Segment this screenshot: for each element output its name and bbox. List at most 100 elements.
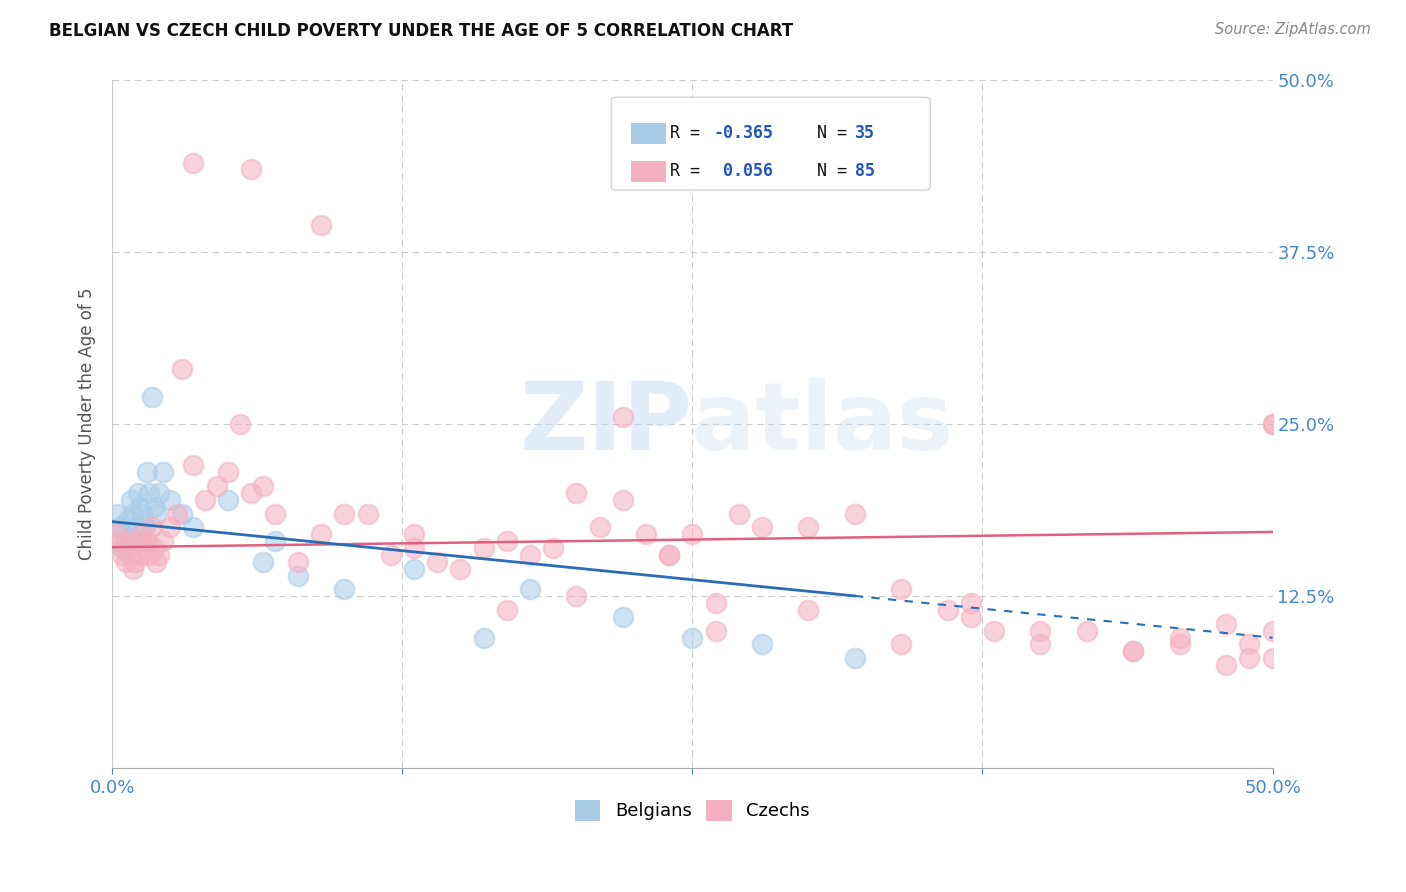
Point [844, 651, 866, 665]
Point [565, 589, 588, 603]
Point [108, 534, 131, 549]
Point [136, 534, 159, 549]
Point [240, 162, 263, 177]
Point [141, 520, 163, 534]
Point [152, 465, 174, 479]
Point [287, 555, 309, 569]
Point [936, 603, 959, 617]
Point [612, 492, 634, 507]
Point [138, 486, 160, 500]
Point [681, 527, 703, 541]
Point [120, 492, 142, 507]
Point [217, 465, 239, 479]
Bar [631, 123, 665, 144]
Point [1029, 624, 1052, 638]
Point [1122, 644, 1144, 658]
Point [229, 417, 252, 431]
Point [727, 507, 749, 521]
Point [131, 527, 153, 541]
Point [159, 492, 181, 507]
Point [152, 534, 174, 549]
Point [960, 610, 983, 624]
Point [129, 500, 152, 514]
Point [1076, 624, 1098, 638]
Point [1261, 417, 1284, 431]
Point [131, 507, 153, 521]
Point [1239, 651, 1261, 665]
Point [565, 486, 588, 500]
Point [122, 562, 145, 576]
Point [541, 541, 564, 555]
Point [134, 541, 156, 555]
Text: BELGIAN VS CZECH CHILD POVERTY UNDER THE AGE OF 5 CORRELATION CHART: BELGIAN VS CZECH CHILD POVERTY UNDER THE… [49, 22, 793, 40]
Text: N =: N = [797, 162, 856, 180]
Point [1168, 631, 1191, 645]
Point [263, 534, 285, 549]
Point [1261, 624, 1284, 638]
Point [148, 548, 170, 562]
Point [658, 548, 681, 562]
Point [252, 555, 274, 569]
Point [287, 568, 309, 582]
Point [797, 520, 820, 534]
Point [309, 218, 332, 232]
Point [141, 390, 163, 404]
Point [145, 555, 167, 569]
Point [1029, 637, 1052, 651]
Point [612, 410, 634, 425]
Y-axis label: Child Poverty Under the Age of 5: Child Poverty Under the Age of 5 [79, 288, 96, 560]
Point [1168, 637, 1191, 651]
Point [983, 624, 1005, 638]
Point [112, 541, 135, 555]
Text: 35: 35 [855, 124, 875, 143]
Point [797, 603, 820, 617]
FancyBboxPatch shape [612, 97, 931, 190]
Text: atlas: atlas [692, 378, 953, 470]
Bar [631, 161, 665, 181]
Point [170, 507, 193, 521]
Point [183, 155, 205, 169]
Point [402, 527, 425, 541]
Point [426, 555, 449, 569]
Point [124, 520, 146, 534]
Text: 0.056: 0.056 [713, 162, 773, 180]
Point [356, 507, 378, 521]
Point [380, 548, 402, 562]
Point [170, 362, 193, 376]
Point [844, 507, 866, 521]
Point [105, 507, 128, 521]
Point [124, 555, 146, 569]
Point [519, 582, 541, 597]
Text: Source: ZipAtlas.com: Source: ZipAtlas.com [1215, 22, 1371, 37]
Point [704, 596, 727, 610]
Text: N =: N = [797, 124, 856, 143]
Point [751, 637, 773, 651]
Point [704, 624, 727, 638]
Point [1261, 417, 1284, 431]
Point [129, 548, 152, 562]
Point [148, 486, 170, 500]
Point [252, 479, 274, 493]
Point [110, 548, 132, 562]
Point [166, 507, 188, 521]
Point [402, 562, 425, 576]
Point [110, 541, 132, 555]
Point [263, 507, 285, 521]
Point [240, 486, 263, 500]
Point [134, 520, 156, 534]
Point [112, 527, 135, 541]
Point [495, 534, 517, 549]
Point [658, 548, 681, 562]
Text: R =: R = [671, 162, 710, 180]
Point [1239, 637, 1261, 651]
Point [495, 603, 517, 617]
Point [143, 500, 166, 514]
Point [127, 486, 149, 500]
Point [333, 507, 356, 521]
Point [217, 492, 239, 507]
Point [127, 534, 149, 549]
Legend: Belgians, Czechs: Belgians, Czechs [568, 793, 817, 828]
Point [472, 541, 495, 555]
Point [588, 520, 610, 534]
Point [143, 541, 166, 555]
